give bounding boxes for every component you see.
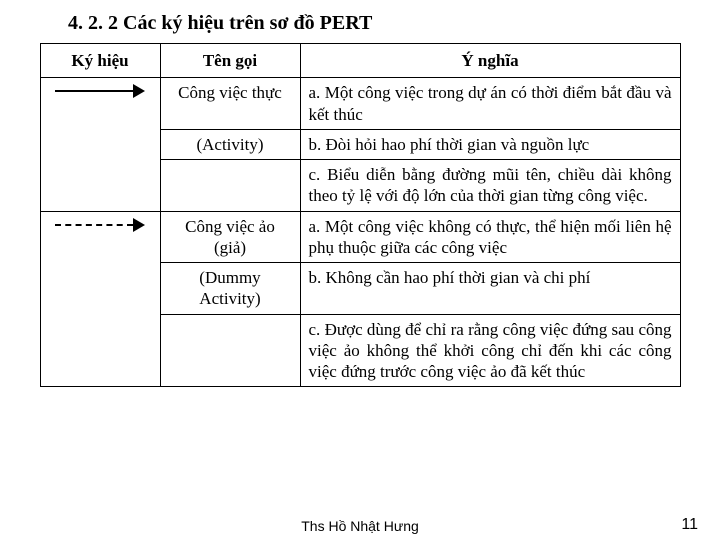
solid-arrow-icon — [55, 84, 145, 98]
dummy-meaning-c: c. Được dùng để chỉ ra rằng công việc đứ… — [300, 314, 680, 387]
activity-meaning-c: c. Biểu diễn bằng đường mũi tên, chiều d… — [300, 160, 680, 212]
pert-symbols-table: Ký hiệu Tên gọi Ý nghĩa Công việc thực a… — [40, 43, 681, 387]
dummy-name-1: Công việc ảo (giả) — [160, 211, 300, 263]
activity-name-1: Công việc thực — [160, 78, 300, 130]
dummy-meaning-a: a. Một công việc không có thực, thể hiện… — [300, 211, 680, 263]
table-row: Công việc thực a. Một công việc trong dự… — [40, 78, 680, 130]
page-number: 11 — [681, 516, 698, 534]
header-symbol: Ký hiệu — [40, 44, 160, 78]
symbol-activity — [40, 78, 160, 211]
table-row: Công việc ảo (giả) a. Một công việc khôn… — [40, 211, 680, 263]
activity-meaning-a: a. Một công việc trong dự án có thời điể… — [300, 78, 680, 130]
dummy-name-blank — [160, 314, 300, 387]
header-meaning: Ý nghĩa — [300, 44, 680, 78]
dashed-arrow-icon — [55, 218, 145, 232]
activity-meaning-b: b. Đòi hỏi hao phí thời gian và nguồn lự… — [300, 129, 680, 159]
dummy-name-2: (Dummy Activity) — [160, 263, 300, 315]
activity-name-2: (Activity) — [160, 129, 300, 159]
footer-author: Ths Hồ Nhật Hưng — [0, 518, 720, 534]
activity-name-blank — [160, 160, 300, 212]
symbol-dummy — [40, 211, 160, 387]
section-title: 4. 2. 2 Các ký hiệu trên sơ đồ PERT — [68, 12, 700, 35]
header-name: Tên gọi — [160, 44, 300, 78]
dummy-meaning-b: b. Không cần hao phí thời gian và chi ph… — [300, 263, 680, 315]
table-header-row: Ký hiệu Tên gọi Ý nghĩa — [40, 44, 680, 78]
